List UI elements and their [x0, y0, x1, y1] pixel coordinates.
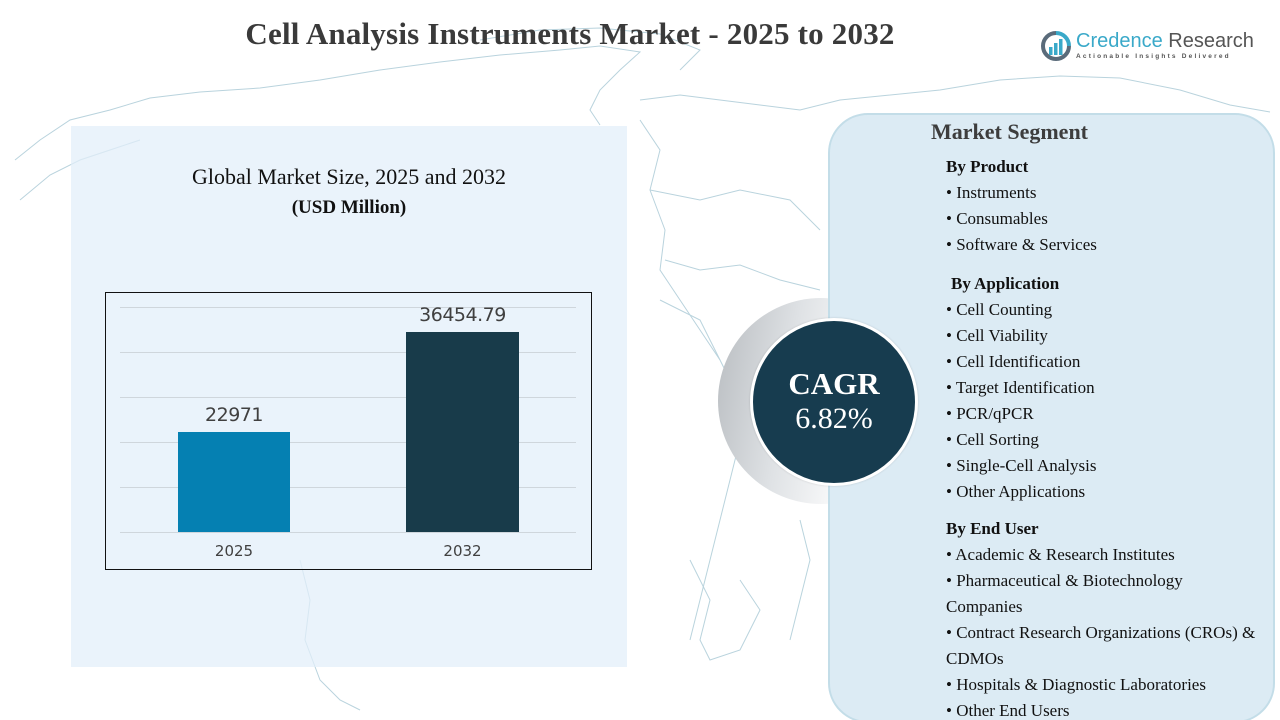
credence-research-logo[interactable]: Credence Research Actionable Insights De… [1040, 30, 1254, 62]
segment-item: • Cell Identification [946, 352, 1081, 371]
segment-item: • Cell Sorting [946, 430, 1039, 449]
logo-name-part2: Research [1162, 30, 1254, 52]
bar-chart-circle-icon [1041, 31, 1071, 61]
cagr-label: CAGR [788, 366, 880, 401]
segment-item: • Cell Counting [946, 300, 1053, 319]
segment-heading: By Product [946, 157, 1029, 176]
gridline [120, 352, 576, 353]
bar-value-label-2032: 36454.79 [419, 304, 506, 326]
segment-item: • Contract Research Organizations (CROs)… [946, 623, 1256, 668]
chart-unit: (USD Million) [291, 197, 407, 218]
segment-item: • Other End Users [946, 701, 1070, 720]
category-label-2032: 2032 [443, 542, 482, 560]
gridline [120, 442, 576, 443]
logo-name-part1: Credence [1076, 30, 1163, 52]
segment-item: • Software & Services [946, 235, 1097, 254]
bar-value-label-2025: 22971 [205, 404, 263, 426]
page-title: Cell Analysis Instruments Market - 2025 … [245, 16, 895, 51]
bar-chart: 22971 2025 36454.79 2032 [105, 292, 592, 570]
segment-item: • Cell Viability [946, 326, 1048, 345]
gridline [120, 487, 576, 488]
segment-item: • Consumables [946, 209, 1048, 228]
chart-title: Global Market Size, 2025 and 2032 [191, 164, 507, 189]
segment-by-application: By Application • Cell Counting • Cell Vi… [946, 271, 1096, 505]
bar-2032[interactable] [406, 332, 519, 532]
segment-item: • Other Applications [946, 482, 1086, 501]
logo-tagline: Actionable Insights Delivered [1076, 53, 1231, 60]
market-segment-panel [828, 113, 1275, 720]
segment-item: • Single-Cell Analysis [946, 456, 1097, 475]
segment-item: • Pharmaceutical & Biotechnology Compani… [946, 571, 1183, 616]
segment-item: • Hospitals & Diagnostic Laboratories [946, 675, 1206, 694]
logo-name: Credence Research [1076, 30, 1254, 52]
market-segment-title: Market Segment [931, 119, 1089, 144]
segment-item: • Instruments [946, 183, 1037, 202]
category-label-2025: 2025 [214, 542, 254, 560]
gridline [120, 532, 576, 533]
segment-item: • Target Identification [946, 378, 1095, 397]
segment-by-product: By Product • Instruments • Consumables •… [946, 154, 1097, 258]
segment-by-end-user: By End User • Academic & Research Instit… [946, 516, 1272, 720]
segment-heading: By Application [951, 274, 1060, 293]
segment-item: • Academic & Research Institutes [946, 545, 1175, 564]
cagr-badge: CAGR 6.82% [750, 318, 918, 486]
chart-panel [71, 126, 627, 667]
segment-heading: By End User [946, 519, 1039, 538]
gridline [120, 307, 576, 308]
gridline [120, 397, 576, 398]
cagr-value: 6.82% [795, 402, 873, 435]
segment-item: • PCR/qPCR [946, 404, 1034, 423]
bar-2025[interactable] [178, 432, 290, 532]
